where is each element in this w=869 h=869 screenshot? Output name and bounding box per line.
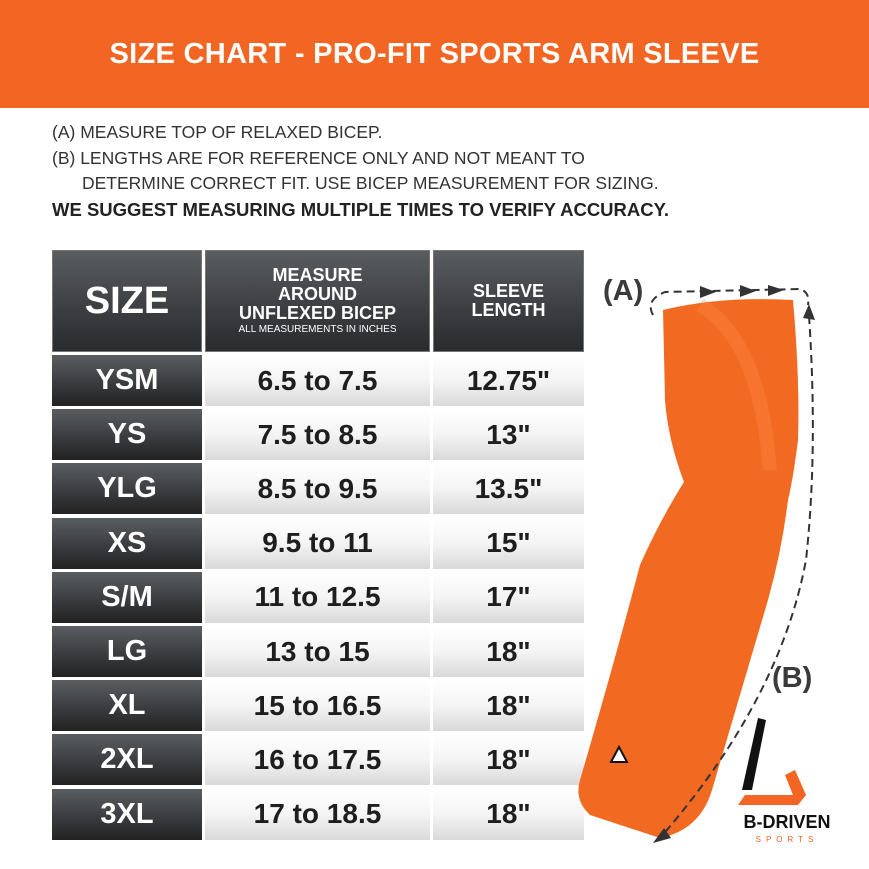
cell-bicep: 16 to 17.5 [205,734,430,786]
cell-size: XL [52,680,202,732]
arrow-a [649,287,810,316]
cell-size: YS [52,409,202,461]
arrow-b [659,315,814,839]
brand-logo: B-DRIVEN SPORTS [738,718,831,844]
page-title: SIZE CHART - PRO-FIT SPORTS ARM SLEEVE [0,0,869,108]
cell-size: LG [52,626,202,677]
logo-sub: SPORTS [756,835,819,844]
cell-bicep: 8.5 to 9.5 [205,463,430,515]
arrow-head-icon [653,828,671,843]
header-measure-sub: ALL MEASUREMENTS IN INCHES [238,323,397,335]
cell-size: YLG [52,463,202,515]
label-b: (B) [772,662,812,694]
cell-length: 18" [433,680,584,732]
arrow-head-icon [803,304,815,320]
header-measure-line: UNFLEXED BICEP [238,302,397,323]
header-size: SIZE [52,250,202,352]
note-a: (A) MEASURE TOP OF RELAXED BICEP. [52,122,383,142]
cell-length: 18" [433,626,584,677]
cell-size: YSM [52,355,202,406]
header-length-line: SLEEVE [472,281,545,301]
header-measure-line: AROUND [278,283,357,304]
cell-length: 18" [433,734,584,786]
arrow-head-icon [740,285,756,297]
cell-length: 15" [433,517,584,569]
header-length: SLEEVE LENGTH [433,250,584,352]
cell-bicep: 9.5 to 11 [205,517,430,569]
header-measure-line: MEASURE [272,264,363,285]
cell-bicep: 7.5 to 8.5 [205,409,430,461]
header-length-line: LENGTH [471,300,546,320]
logo-text: B-DRIVEN [743,812,830,832]
cell-size: 2XL [52,734,202,786]
note-b-cont: DETERMINE CORRECT FIT. USE BICEP MEASURE… [82,173,659,193]
cell-length: 18" [433,788,584,840]
cell-size: S/M [52,571,202,623]
cell-length: 13.5" [433,463,584,515]
arrow-head-icon [768,285,784,296]
cell-length: 12.75" [433,355,584,406]
note-b: (B) LENGTHS ARE FOR REFERENCE ONLY AND N… [52,148,585,168]
label-a: (A) [603,275,643,307]
cell-bicep: 6.5 to 7.5 [205,355,430,406]
arrow-head-icon [700,286,716,298]
cell-bicep: 15 to 16.5 [205,680,430,732]
cell-size: 3XL [52,788,202,840]
note-suggest: WE SUGGEST MEASURING MULTIPLE TIMES TO V… [52,199,670,220]
cell-length: 13" [433,409,584,461]
cell-bicep: 17 to 18.5 [205,788,430,840]
cell-bicep: 13 to 15 [205,626,430,677]
header-measure: MEASURE AROUND UNFLEXED BICEP ALL MEASUR… [205,250,430,352]
logo-badge-icon [609,744,629,763]
sleeve-image [578,299,799,839]
cell-length: 17" [433,571,584,623]
cell-size: XS [52,517,202,569]
cell-bicep: 11 to 12.5 [205,571,430,623]
